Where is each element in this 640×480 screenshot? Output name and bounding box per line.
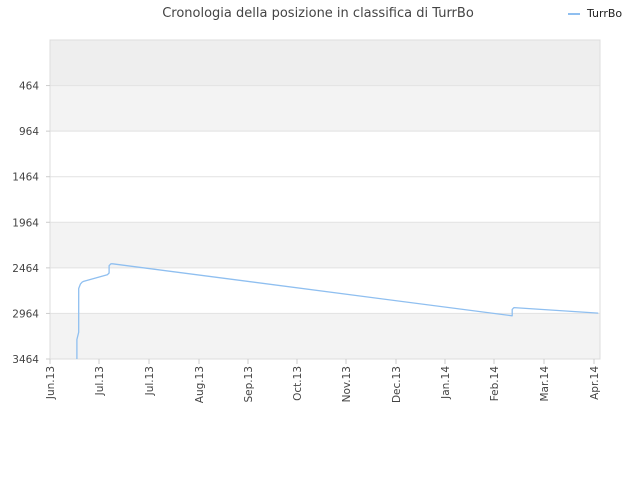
chart-title: Cronologia della posizione in classifica… [162, 6, 474, 21]
plot-band [50, 313, 600, 359]
x-tick-label: Jan.14 [440, 366, 452, 400]
x-tick-label: Dec.13 [391, 366, 403, 403]
y-tick-label: 1464 [12, 172, 39, 184]
plot-frame [49, 39, 601, 360]
y-axis-ticks: 464 964 1464 1964 2464 2964 3464 [12, 81, 50, 366]
plot-band [50, 267, 600, 314]
y-tick-label: 964 [19, 126, 39, 138]
x-tick-label: Jul.13 [94, 366, 106, 396]
x-axis-ticks: Jun.13 Jul.13 Jul.13 Aug.13 Sep.13 Oct.13 Nov.… [45, 359, 601, 403]
plot-band [50, 222, 600, 268]
plot-band [50, 176, 600, 223]
legend: TurrBo [568, 7, 622, 20]
series-line-turrbo [76, 263, 599, 359]
x-tick-label: Jun.13 [45, 366, 57, 400]
plot-band [50, 131, 600, 177]
x-tick-label: Oct.13 [292, 366, 304, 401]
y-tick-label: 464 [19, 81, 39, 93]
plot-band [50, 40, 600, 86]
y-tick-label: 3464 [12, 354, 39, 366]
legend-label: TurrBo [586, 7, 622, 20]
x-tick-label: Nov.13 [341, 366, 353, 402]
x-tick-label: Feb.14 [489, 366, 501, 402]
x-tick-label: Aug.13 [194, 366, 206, 403]
series-layer [76, 263, 599, 359]
x-tick-label: Apr.14 [589, 366, 601, 400]
x-tick-label: Jul.13 [144, 366, 156, 396]
x-tick-label: Sep.13 [243, 366, 255, 403]
y-tick-label: 2464 [12, 263, 39, 275]
y-tick-label: 2964 [12, 308, 39, 320]
y-tick-label: 1964 [12, 217, 39, 229]
plot-band [50, 85, 600, 132]
plot-bands [50, 40, 600, 359]
x-tick-label: Mar.14 [539, 366, 551, 402]
